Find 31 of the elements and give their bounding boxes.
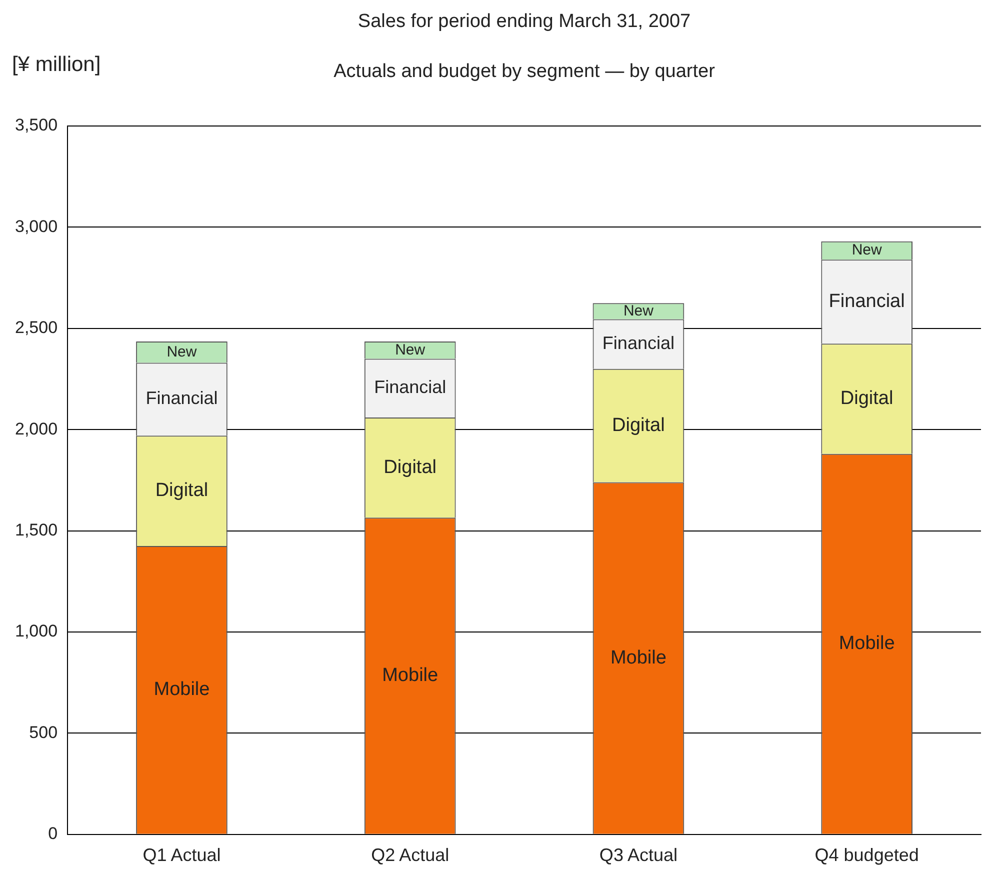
text: Financial <box>374 377 446 398</box>
y-tick-label: 500 <box>29 722 58 742</box>
x-tick-label: Q1 Actual <box>142 845 221 866</box>
text: New <box>395 341 426 358</box>
text: Digital <box>840 388 894 409</box>
y-tick-label: 2,000 <box>14 419 58 438</box>
series-label: New <box>623 302 654 320</box>
y-tick-label: 3,500 <box>14 116 58 135</box>
y-tick-label: 3,000 <box>14 216 58 236</box>
text: New <box>852 242 882 259</box>
chart-subtitle: Actuals and budget by segment — by quarter <box>334 61 716 82</box>
y-axis-title: [¥ million] <box>12 52 101 76</box>
text: Financial <box>602 333 674 354</box>
y-tick-label: 2,500 <box>14 318 58 338</box>
series-label: Digital <box>384 456 436 478</box>
series-label: Financial <box>828 290 905 312</box>
text: Mobile <box>838 633 895 654</box>
x-tick-label: Q4 budgeted <box>814 845 919 866</box>
y-tick-label: 1,000 <box>14 622 58 641</box>
text: Digital <box>612 414 665 436</box>
y-tick-label: 0 <box>48 824 58 844</box>
text: New <box>166 343 197 360</box>
y-tick-label: 1,500 <box>14 520 58 540</box>
series-label: Mobile <box>610 647 666 668</box>
text: Financial <box>146 388 218 408</box>
text: Digital <box>155 480 208 502</box>
x-tick-label: Q3 Actual <box>599 845 678 866</box>
text: Mobile <box>154 679 210 700</box>
x-tick-label: Q2 Actual <box>371 845 450 866</box>
text: Mobile <box>382 665 438 686</box>
chart-title: Sales for period ending March 31, 2007 <box>358 11 691 32</box>
